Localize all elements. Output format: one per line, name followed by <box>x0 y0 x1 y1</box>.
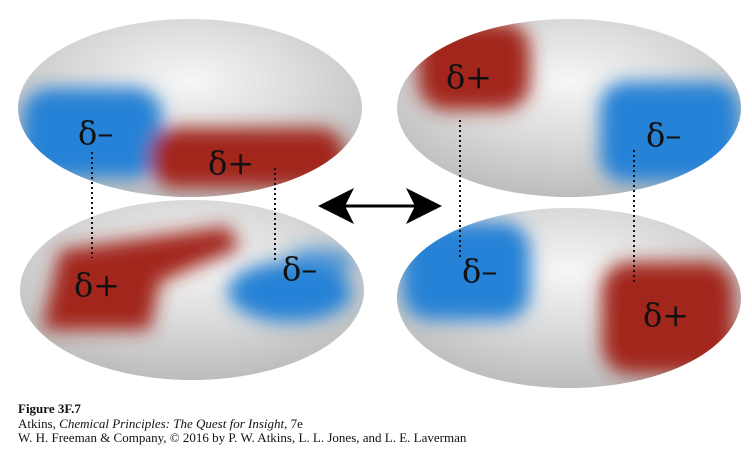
negative-region <box>228 262 352 322</box>
partial-negative-label: δ– <box>462 252 497 290</box>
negative-region <box>22 88 162 178</box>
partial-positive-label: δ+ <box>74 266 120 304</box>
molecule-lower-right: δ– δ+ <box>397 208 741 388</box>
partial-positive-label: δ+ <box>208 144 254 182</box>
caption-author: Atkins, <box>18 415 60 431</box>
caption-edition: , 7e <box>284 415 303 431</box>
figure-number: Figure 3F.7 <box>18 401 81 416</box>
molecule-lower-left: δ+ δ– <box>20 200 364 380</box>
caption-book-title: Chemical Principles: The Quest for Insig… <box>59 415 285 431</box>
caption-citation: Atkins, Chemical Principles: The Quest f… <box>18 415 738 432</box>
molecule-upper-left: δ– δ+ <box>18 19 362 197</box>
figure-caption: Figure 3F.7 Atkins, Chemical Principles:… <box>18 401 738 446</box>
dipole-interaction-diagram: δ– δ+ δ+ δ– δ+ δ– δ– δ+ <box>18 19 741 388</box>
molecule-upper-right: δ+ δ– <box>397 19 741 197</box>
positive-region <box>150 128 345 188</box>
positive-region <box>602 262 734 374</box>
partial-positive-label: δ+ <box>446 58 492 96</box>
caption-copyright: W. H. Freeman & Company, © 2016 by P. W.… <box>18 430 467 445</box>
negative-region <box>402 222 530 320</box>
interaction-lines <box>91 120 635 282</box>
partial-negative-label: δ– <box>282 250 317 288</box>
partial-negative-label: δ– <box>78 114 113 152</box>
partial-negative-label: δ– <box>646 116 681 154</box>
partial-positive-label: δ+ <box>643 296 689 334</box>
